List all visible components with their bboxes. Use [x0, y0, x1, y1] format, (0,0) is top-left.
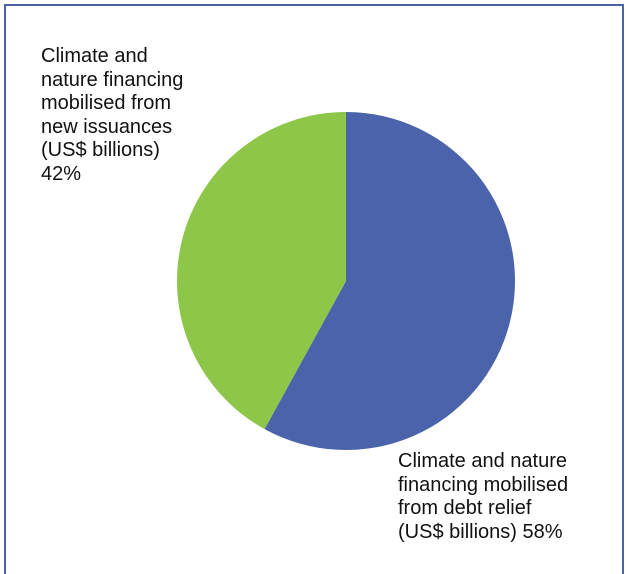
slice-label-new-issuances: Climate and nature financing mobilised f… [41, 45, 184, 185]
pie-slice-debt-relief [264, 112, 515, 450]
pie-slices [176, 112, 515, 450]
slice-label-debt-relief: Climate and nature financing mobilised f… [398, 450, 569, 543]
pie-slice-new-issuances [176, 112, 346, 430]
